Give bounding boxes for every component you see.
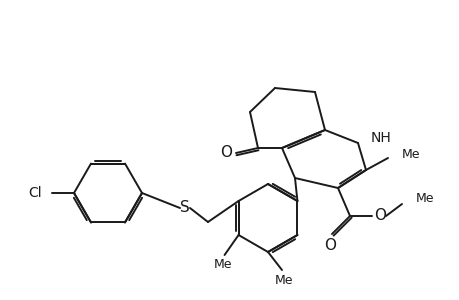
Text: O: O: [219, 145, 231, 160]
Text: S: S: [180, 200, 190, 215]
Text: Me: Me: [401, 148, 420, 160]
Text: O: O: [373, 208, 385, 224]
Text: Me: Me: [415, 191, 434, 205]
Text: Me: Me: [274, 274, 293, 286]
Text: Cl: Cl: [28, 186, 42, 200]
Text: Me: Me: [213, 259, 231, 272]
Text: O: O: [323, 238, 335, 253]
Text: NH: NH: [370, 131, 391, 145]
